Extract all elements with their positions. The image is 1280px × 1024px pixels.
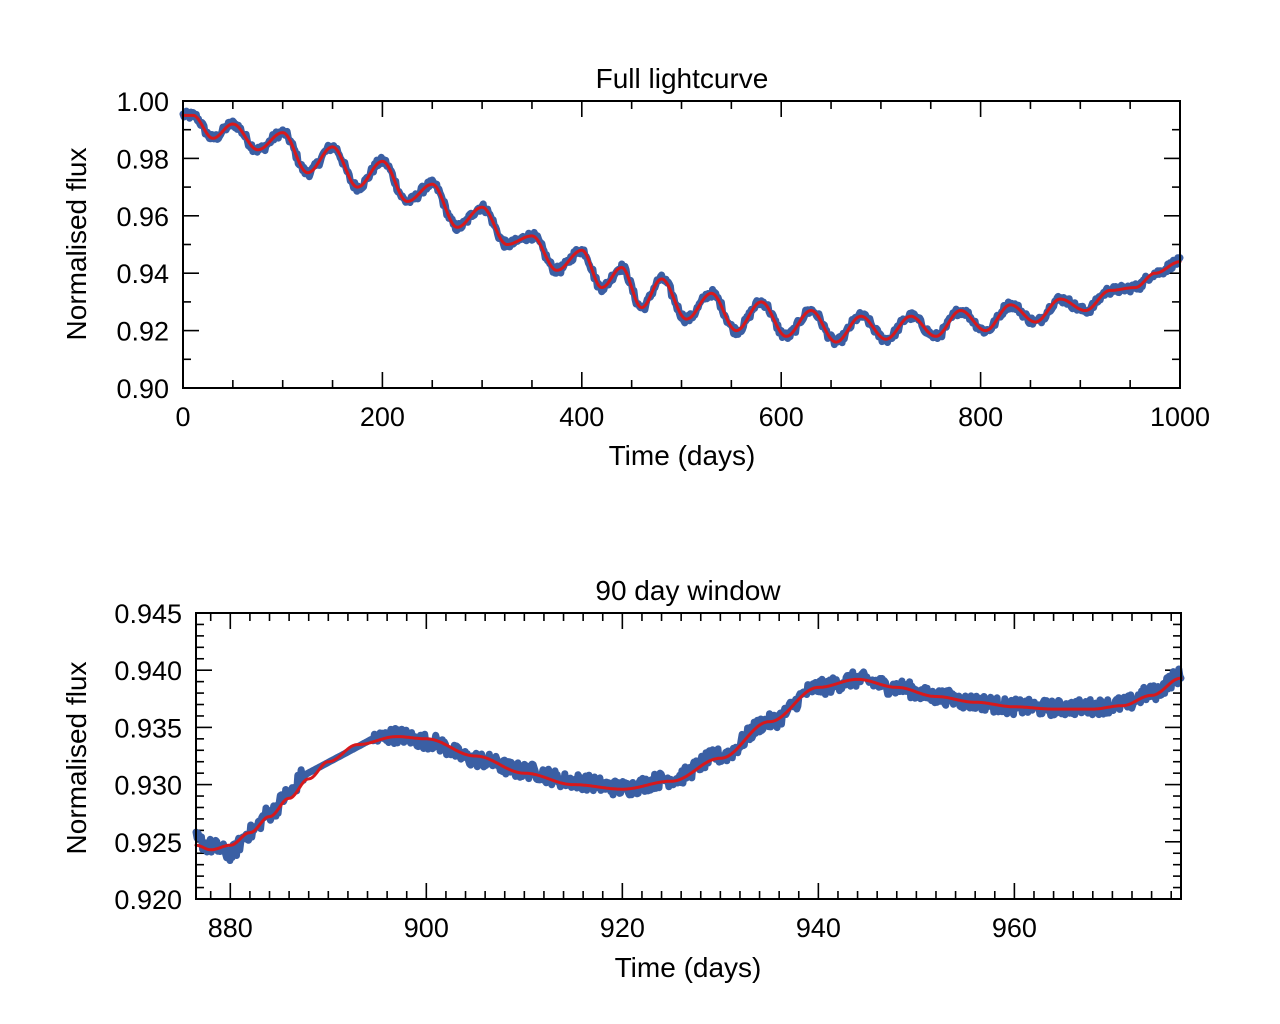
x-tick-label: 0 (175, 402, 190, 432)
y-tick-label: 0.96 (116, 202, 169, 232)
chart-title: 90 day window (595, 575, 781, 606)
axis-tick-labels: 0 200 400 600 800 1000 0.90 0.92 0.94 0.96 0.98 1.0… (116, 87, 1210, 432)
x-tick-label: 920 (600, 913, 645, 943)
plot-frame (182, 100, 1181, 389)
series-observed-flux (192, 665, 1185, 864)
y-tick-label: 0.90 (116, 374, 169, 404)
series-layer (192, 665, 1185, 864)
x-axis-label: Time (days) (609, 440, 756, 471)
y-tick-label: 0.930 (114, 771, 182, 801)
x-tick-label: 940 (796, 913, 841, 943)
y-tick-label: 0.935 (114, 713, 182, 743)
y-tick-label: 0.92 (116, 317, 169, 347)
axis-tick-labels: 880 900 920 940 960 0.920 0.925 0.930 0.935 0.940… (114, 599, 1036, 943)
y-tick-label: 0.940 (114, 656, 182, 686)
chart-title: Full lightcurve (596, 63, 769, 94)
series-model-fit (194, 676, 1183, 852)
x-tick-label: 200 (360, 402, 405, 432)
x-tick-label: 960 (992, 913, 1037, 943)
y-axis-label: Normalised flux (61, 148, 92, 341)
panel-full-lightcurve: Full lightcurve Time (days) Normalised f… (61, 63, 1210, 471)
y-tick-label: 1.00 (116, 87, 169, 117)
plot-frame (195, 612, 1182, 900)
x-tick-label: 1000 (1150, 402, 1210, 432)
series-model-fit (181, 113, 1182, 344)
x-tick-label: 900 (404, 913, 449, 943)
x-tick-label: 800 (958, 402, 1003, 432)
x-tick-label: 880 (208, 913, 253, 943)
panel-90-day-window: 90 day window Time (days) Normalised flu… (61, 575, 1185, 983)
y-axis-label: Normalised flux (61, 662, 92, 855)
y-tick-label: 0.925 (114, 828, 182, 858)
axis-ticks (182, 100, 1181, 389)
y-tick-label: 0.945 (114, 599, 182, 629)
y-tick-label: 0.920 (114, 885, 182, 915)
x-axis-label: Time (days) (615, 952, 762, 983)
y-tick-label: 0.98 (116, 144, 169, 174)
y-tick-label: 0.94 (116, 259, 169, 289)
x-tick-label: 400 (559, 402, 604, 432)
x-tick-label: 600 (759, 402, 804, 432)
series-layer (179, 107, 1184, 349)
